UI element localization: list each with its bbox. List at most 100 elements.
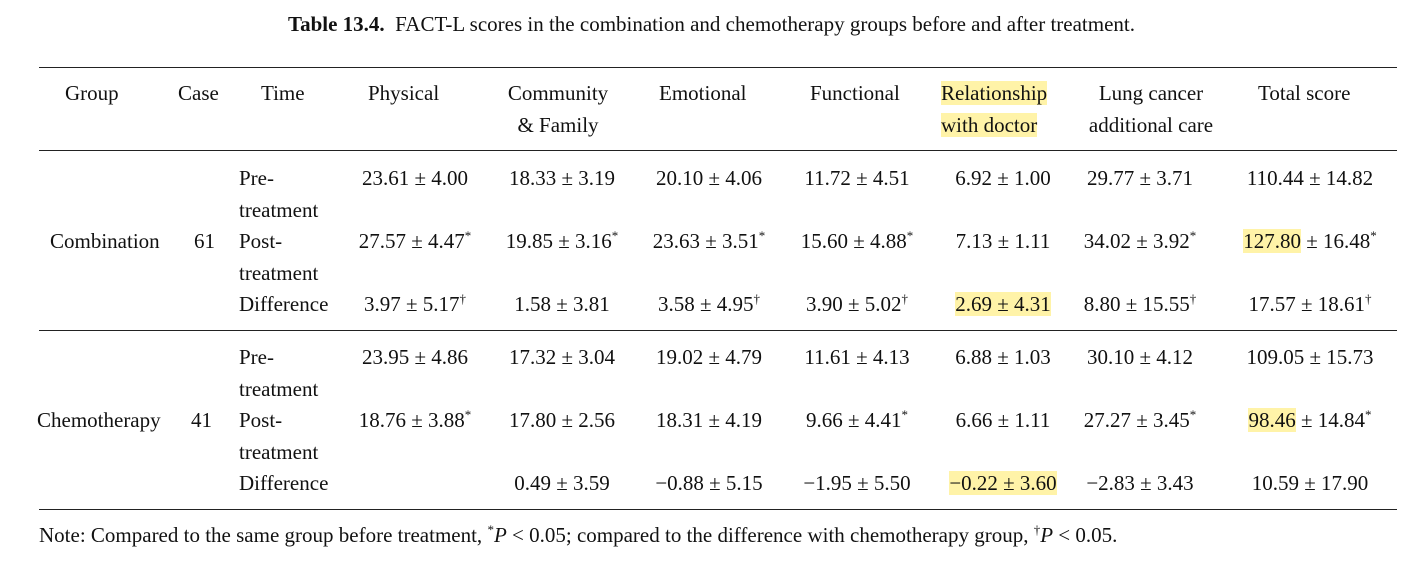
cell-total-mark: * bbox=[1370, 228, 1377, 243]
cell-emotional-value: 3.58 ± 4.95 bbox=[657, 292, 754, 316]
row-time: Post- bbox=[239, 229, 283, 253]
cell-total: 10.59 ± 17.90 bbox=[1220, 467, 1400, 499]
note-mark-asterisk: * bbox=[487, 522, 494, 537]
cell-lung: −2.83 ± 3.43 bbox=[1050, 467, 1230, 499]
cell-total-mean: 10.59 bbox=[1251, 471, 1299, 495]
cell-lung-mark: * bbox=[1189, 407, 1197, 422]
top-rule bbox=[39, 67, 1397, 68]
cell-total-sd: ± 16.48 bbox=[1300, 229, 1371, 253]
row-time: Pre- bbox=[239, 345, 274, 369]
cell-relationship-value: −0.22 ± 3.60 bbox=[949, 471, 1057, 495]
cell-functional: 11.61 ± 4.13 bbox=[767, 341, 947, 373]
cell-relationship-value: 6.66 ± 1.11 bbox=[955, 408, 1051, 432]
cell-emotional-mark: † bbox=[753, 291, 761, 306]
cell-lung: 34.02 ± 3.92* bbox=[1050, 225, 1230, 257]
header-relationship-line1: Relationship bbox=[941, 81, 1048, 105]
table-note: Note: Compared to the same group before … bbox=[39, 523, 1117, 548]
group-name: Chemotherapy bbox=[37, 408, 161, 432]
cell-physical: 3.97 ± 5.17† bbox=[325, 288, 505, 320]
cell-total-mean: 98.46 bbox=[1248, 408, 1296, 432]
cell-emotional: 3.58 ± 4.95† bbox=[619, 288, 799, 320]
cell-lung-value: 8.80 ± 15.55 bbox=[1083, 292, 1190, 316]
cell-community-mark: * bbox=[611, 228, 619, 243]
cell-functional-value: 3.90 ± 5.02 bbox=[805, 292, 902, 316]
cell-community-value: 18.33 ± 3.19 bbox=[508, 166, 616, 190]
cell-physical-value: 23.61 ± 4.00 bbox=[361, 166, 469, 190]
row-time-cont: treatment bbox=[239, 440, 319, 464]
row-time-cont: treatment bbox=[239, 377, 319, 401]
cell-relationship: 6.66 ± 1.11 bbox=[913, 404, 1093, 436]
header-functional: Functional bbox=[810, 81, 900, 105]
cell-lung: 29.77 ± 3.71 bbox=[1050, 162, 1230, 194]
cell-emotional-mark: * bbox=[758, 228, 766, 243]
cell-physical-mark: † bbox=[459, 291, 467, 306]
row-time-cont: treatment bbox=[239, 198, 319, 222]
cell-lung-value: 30.10 ± 4.12 bbox=[1086, 345, 1194, 369]
cell-total: 17.57 ± 18.61† bbox=[1220, 288, 1400, 320]
cell-functional: 3.90 ± 5.02† bbox=[767, 288, 947, 320]
cell-community: 0.49 ± 3.59 bbox=[472, 467, 652, 499]
note-mark-dagger: † bbox=[1033, 522, 1041, 537]
cell-relationship-value: 6.92 ± 1.00 bbox=[955, 166, 1051, 190]
table-caption: Table 13.4. FACT-L scores in the combina… bbox=[0, 12, 1423, 37]
cell-total-mean: 17.57 bbox=[1248, 292, 1296, 316]
row-time: Pre- bbox=[239, 166, 274, 190]
header-lung-line2: additional care bbox=[1088, 113, 1214, 137]
note-end: < 0.05. bbox=[1053, 523, 1118, 547]
header-relationship-line2: with doctor bbox=[941, 113, 1038, 137]
row-time: Difference bbox=[239, 471, 329, 495]
note-p2: P bbox=[1040, 523, 1054, 547]
header-lung-line1: Lung cancer bbox=[1098, 81, 1204, 105]
cell-physical-mark: * bbox=[464, 228, 472, 243]
cell-emotional-value: 19.02 ± 4.79 bbox=[655, 345, 763, 369]
cell-community: 19.85 ± 3.16* bbox=[472, 225, 652, 257]
cell-emotional: 18.31 ± 4.19 bbox=[619, 404, 799, 436]
cell-total-mean: 110.44 bbox=[1246, 166, 1304, 190]
row-time-cont: treatment bbox=[239, 261, 319, 285]
cell-lung-value: 29.77 ± 3.71 bbox=[1086, 166, 1194, 190]
cell-physical: 23.61 ± 4.00 bbox=[325, 162, 505, 194]
cell-physical: 23.95 ± 4.86 bbox=[325, 341, 505, 373]
header-community-line1: Community bbox=[507, 81, 609, 105]
header-community-line2: & Family bbox=[517, 113, 599, 137]
cell-total-mark: † bbox=[1365, 291, 1372, 306]
cell-functional-value: −1.95 ± 5.50 bbox=[803, 471, 911, 495]
cell-community-value: 17.80 ± 2.56 bbox=[508, 408, 616, 432]
cell-emotional: 23.63 ± 3.51* bbox=[619, 225, 799, 257]
note-p1: P bbox=[493, 523, 507, 547]
row-time: Difference bbox=[239, 292, 329, 316]
group-case: 61 bbox=[194, 229, 215, 253]
cell-relationship-value: 7.13 ± 1.11 bbox=[955, 229, 1051, 253]
group-case: 41 bbox=[191, 408, 212, 432]
cell-emotional: −0.88 ± 5.15 bbox=[619, 467, 799, 499]
cell-physical-value: 23.95 ± 4.86 bbox=[361, 345, 469, 369]
cell-functional: −1.95 ± 5.50 bbox=[767, 467, 947, 499]
cell-lung-mark: † bbox=[1189, 291, 1197, 306]
cell-emotional: 19.02 ± 4.79 bbox=[619, 341, 799, 373]
cell-lung: 8.80 ± 15.55† bbox=[1050, 288, 1230, 320]
cell-total: 98.46 ± 14.84* bbox=[1220, 404, 1400, 436]
cell-functional-value: 9.66 ± 4.41 bbox=[805, 408, 902, 432]
cell-community-value: 19.85 ± 3.16 bbox=[505, 229, 612, 253]
cell-total: 109.05 ± 15.73 bbox=[1220, 341, 1400, 373]
caption-text: FACT-L scores in the combination and che… bbox=[395, 12, 1135, 36]
cell-functional-mark: * bbox=[901, 407, 909, 422]
cell-total-sd: ± 15.73 bbox=[1304, 345, 1374, 369]
cell-total-mark: * bbox=[1365, 407, 1372, 422]
header-lung: Lung cancer additional care bbox=[1076, 77, 1226, 141]
cell-physical-value: 27.57 ± 4.47 bbox=[358, 229, 465, 253]
cell-relationship: 7.13 ± 1.11 bbox=[913, 225, 1093, 257]
header-relationship: Relationship with doctor bbox=[941, 77, 1048, 141]
cell-functional-mark: * bbox=[906, 228, 914, 243]
cell-physical-value: 18.76 ± 3.88 bbox=[358, 408, 465, 432]
cell-total: 127.80 ± 16.48* bbox=[1220, 225, 1400, 257]
cell-emotional-value: 20.10 ± 4.06 bbox=[655, 166, 763, 190]
cell-relationship: 2.69 ± 4.31 bbox=[913, 288, 1093, 320]
note-middle: < 0.05; compared to the difference with … bbox=[506, 523, 1034, 547]
cell-total-mean: 109.05 bbox=[1246, 345, 1305, 369]
cell-total-sd: ± 14.84 bbox=[1295, 408, 1366, 432]
caption-label: Table 13.4. bbox=[288, 12, 385, 36]
header-emotional: Emotional bbox=[659, 81, 747, 105]
cell-community: 17.32 ± 3.04 bbox=[472, 341, 652, 373]
cell-relationship: 6.92 ± 1.00 bbox=[913, 162, 1093, 194]
